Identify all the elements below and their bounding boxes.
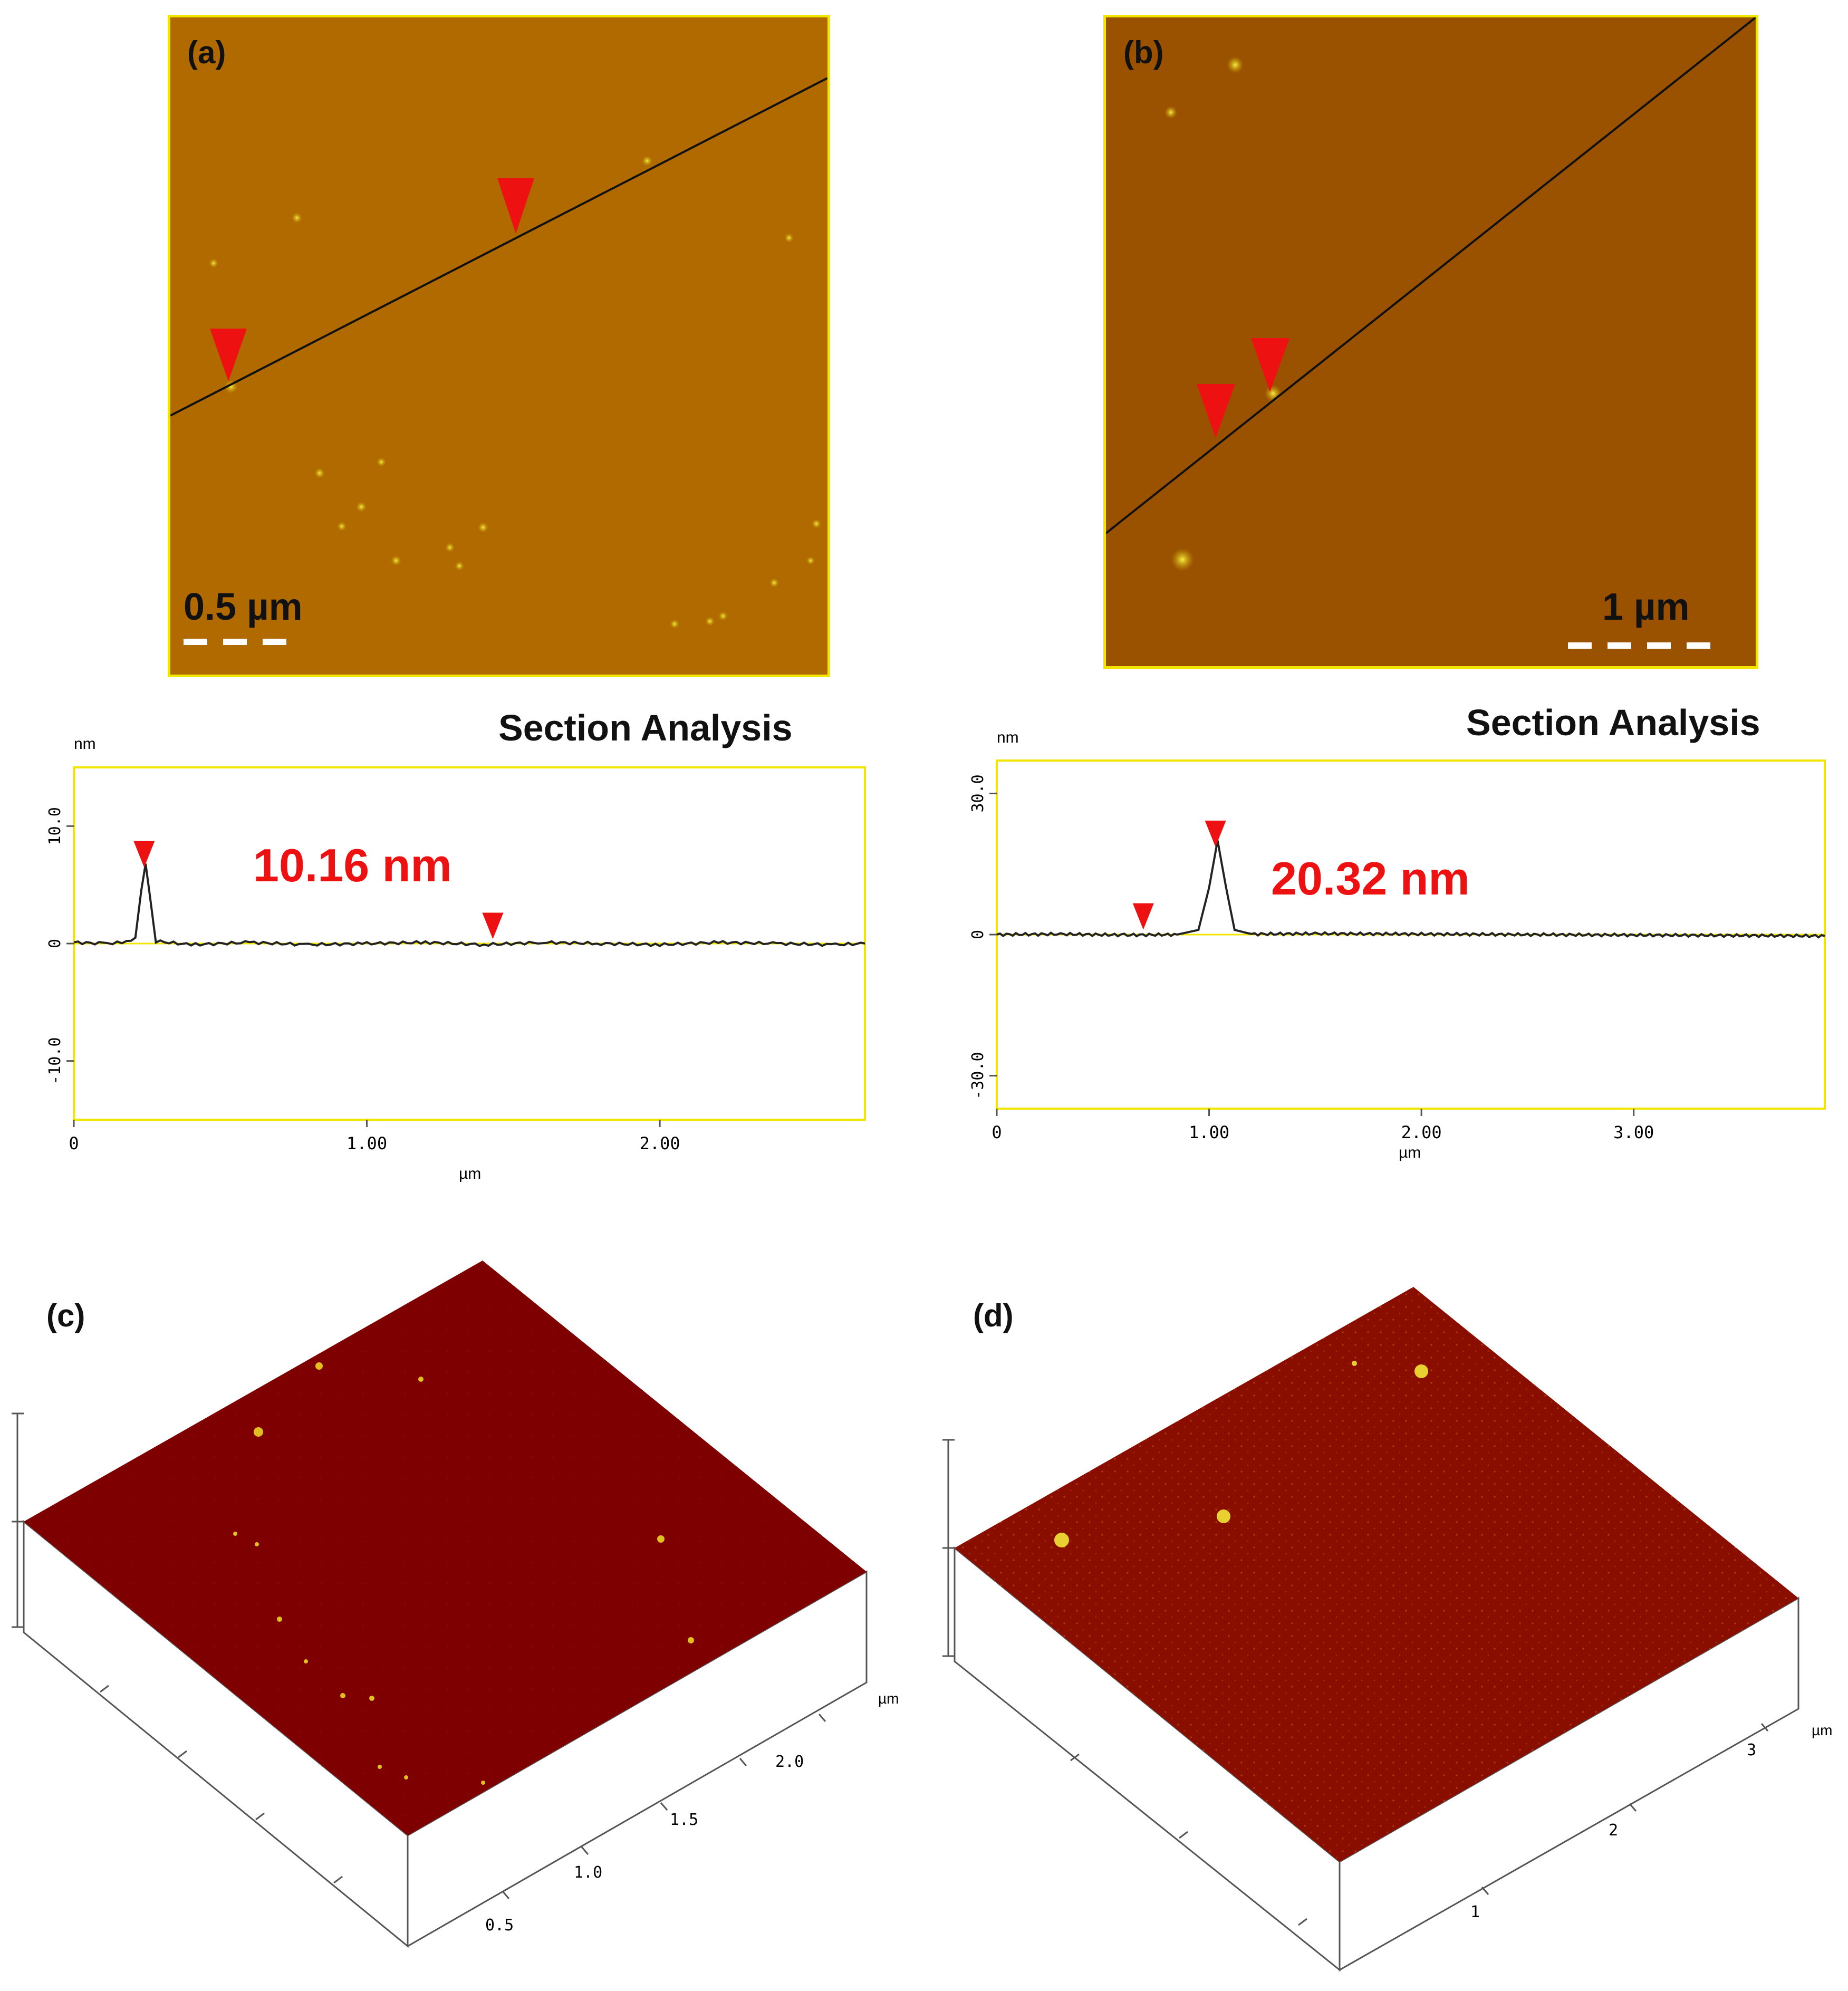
section-chart-b: 30.0 0 -30.0 0 1.00 2.00 3.00 nm µm	[969, 729, 1826, 1161]
surface-c-tick-1: 1.0	[574, 1863, 602, 1882]
markers-a	[133, 841, 504, 939]
section-marker-a-0	[133, 841, 155, 868]
x-unit-b: µm	[1399, 1144, 1421, 1161]
surface-c-unit: µm	[878, 1690, 899, 1707]
surface-c-z-axis	[12, 1412, 24, 1628]
surface-d-tick-2: 3	[1747, 1741, 1756, 1759]
profile-trace-a	[73, 863, 865, 947]
surface-3d-d: 1 2 3 µm	[942, 1287, 1832, 1972]
y-tick-label-b-2: -30.0	[969, 1052, 987, 1099]
x-ticks-b: 0 1.00 2.00 3.00	[992, 1109, 1654, 1142]
surface-d-particles	[1054, 1361, 1428, 1547]
surface-c-right-ticks	[502, 1714, 826, 1899]
panel-label-a: (a)	[187, 35, 226, 70]
marker-triangle-b1	[1197, 384, 1235, 438]
section-marker-a-1	[482, 912, 504, 939]
peak-height-a: 10.16 nm	[253, 839, 452, 891]
panel-label-c: (c)	[46, 1298, 85, 1333]
peak-height-b: 20.32 nm	[1271, 852, 1470, 905]
section-analysis-title-a: Section Analysis	[498, 707, 793, 748]
section-analysis-title-b: Section Analysis	[1466, 702, 1760, 743]
surface-d-right-ticks	[1481, 1723, 1769, 1895]
section-marker-b-0	[1132, 903, 1154, 930]
markers-b	[1132, 820, 1226, 930]
x-tick-label-a-2: 2.00	[640, 1133, 680, 1153]
scale-bar-b	[1568, 642, 1710, 649]
surface-d-tick-0: 1	[1470, 1903, 1480, 1921]
marker-triangle-b2	[1251, 338, 1289, 392]
surface-d-z-axis	[942, 1439, 955, 1657]
x-tick-label-b-1: 1.00	[1189, 1122, 1229, 1142]
afm-image-a	[168, 15, 830, 677]
y-ticks-b: 30.0 0 -30.0	[969, 774, 997, 1100]
profile-trace-b	[996, 840, 1825, 939]
panel-label-d: (d)	[973, 1298, 1014, 1333]
scale-bar-label-a: 0.5 µm	[184, 586, 303, 628]
section-marker-b-1	[1205, 820, 1226, 847]
scale-bar-a	[184, 639, 286, 645]
x-tick-label-b-0: 0	[992, 1122, 1002, 1142]
scale-bar-label-b: 1 µm	[1602, 586, 1690, 628]
x-tick-label-b-2: 2.00	[1401, 1122, 1442, 1142]
panel-label-b: (b)	[1123, 35, 1164, 70]
afm-background	[1106, 17, 1756, 666]
section-chart-a: 10.0 0 -10.0 0 1.00 2.00 nm µm	[46, 735, 866, 1182]
x-unit-a: µm	[459, 1165, 481, 1182]
y-tick-label-b-0: 30.0	[969, 774, 987, 812]
y-tick-label-a-2: -10.0	[46, 1037, 64, 1085]
surface-d-left-ticks	[1070, 1753, 1307, 1926]
surface-d-unit: µm	[1812, 1722, 1832, 1738]
y-ticks-a: 10.0 0 -10.0	[46, 807, 74, 1085]
surface-c-top	[24, 1261, 867, 1835]
surface-c-tick-0: 0.5	[485, 1916, 514, 1935]
surface-c-tick-2: 1.5	[670, 1811, 698, 1829]
y-tick-label-b-1: 0	[969, 930, 987, 939]
surface-d-top	[955, 1287, 1798, 1862]
afm-background	[170, 17, 827, 675]
marker-triangle-a1	[210, 329, 247, 381]
x-tick-label-a-0: 0	[69, 1133, 79, 1153]
particle-dots-b	[1164, 56, 1282, 571]
x-ticks-a: 0 1.00 2.00	[69, 1120, 680, 1153]
x-tick-label-a-1: 1.00	[346, 1133, 387, 1153]
y-tick-label-a-0: 10.0	[46, 807, 64, 845]
section-line-a	[170, 77, 827, 417]
surface-c-particles	[233, 1362, 694, 1785]
afm-image-b	[1103, 15, 1758, 669]
y-unit-a: nm	[74, 735, 96, 753]
marker-triangle-a2	[497, 178, 534, 234]
x-tick-label-b-3: 3.00	[1613, 1122, 1654, 1142]
particle-dots-a	[209, 156, 821, 629]
surface-d-tick-1: 2	[1609, 1821, 1618, 1840]
y-unit-b: nm	[997, 729, 1019, 746]
afm-image-a-svg	[170, 17, 827, 675]
surface-c-left-ticks	[100, 1685, 343, 1884]
surface-c-right-wall	[407, 1570, 868, 1948]
surface-d-right-wall	[1339, 1596, 1799, 1971]
y-tick-label-a-1: 0	[46, 939, 64, 948]
afm-image-b-svg	[1106, 17, 1756, 666]
surface-c-tick-3: 2.0	[775, 1753, 804, 1771]
surface-3d-c: 0.5 1.0 1.5 2.0 µm	[12, 1261, 899, 1948]
section-line-b	[1106, 17, 1756, 534]
